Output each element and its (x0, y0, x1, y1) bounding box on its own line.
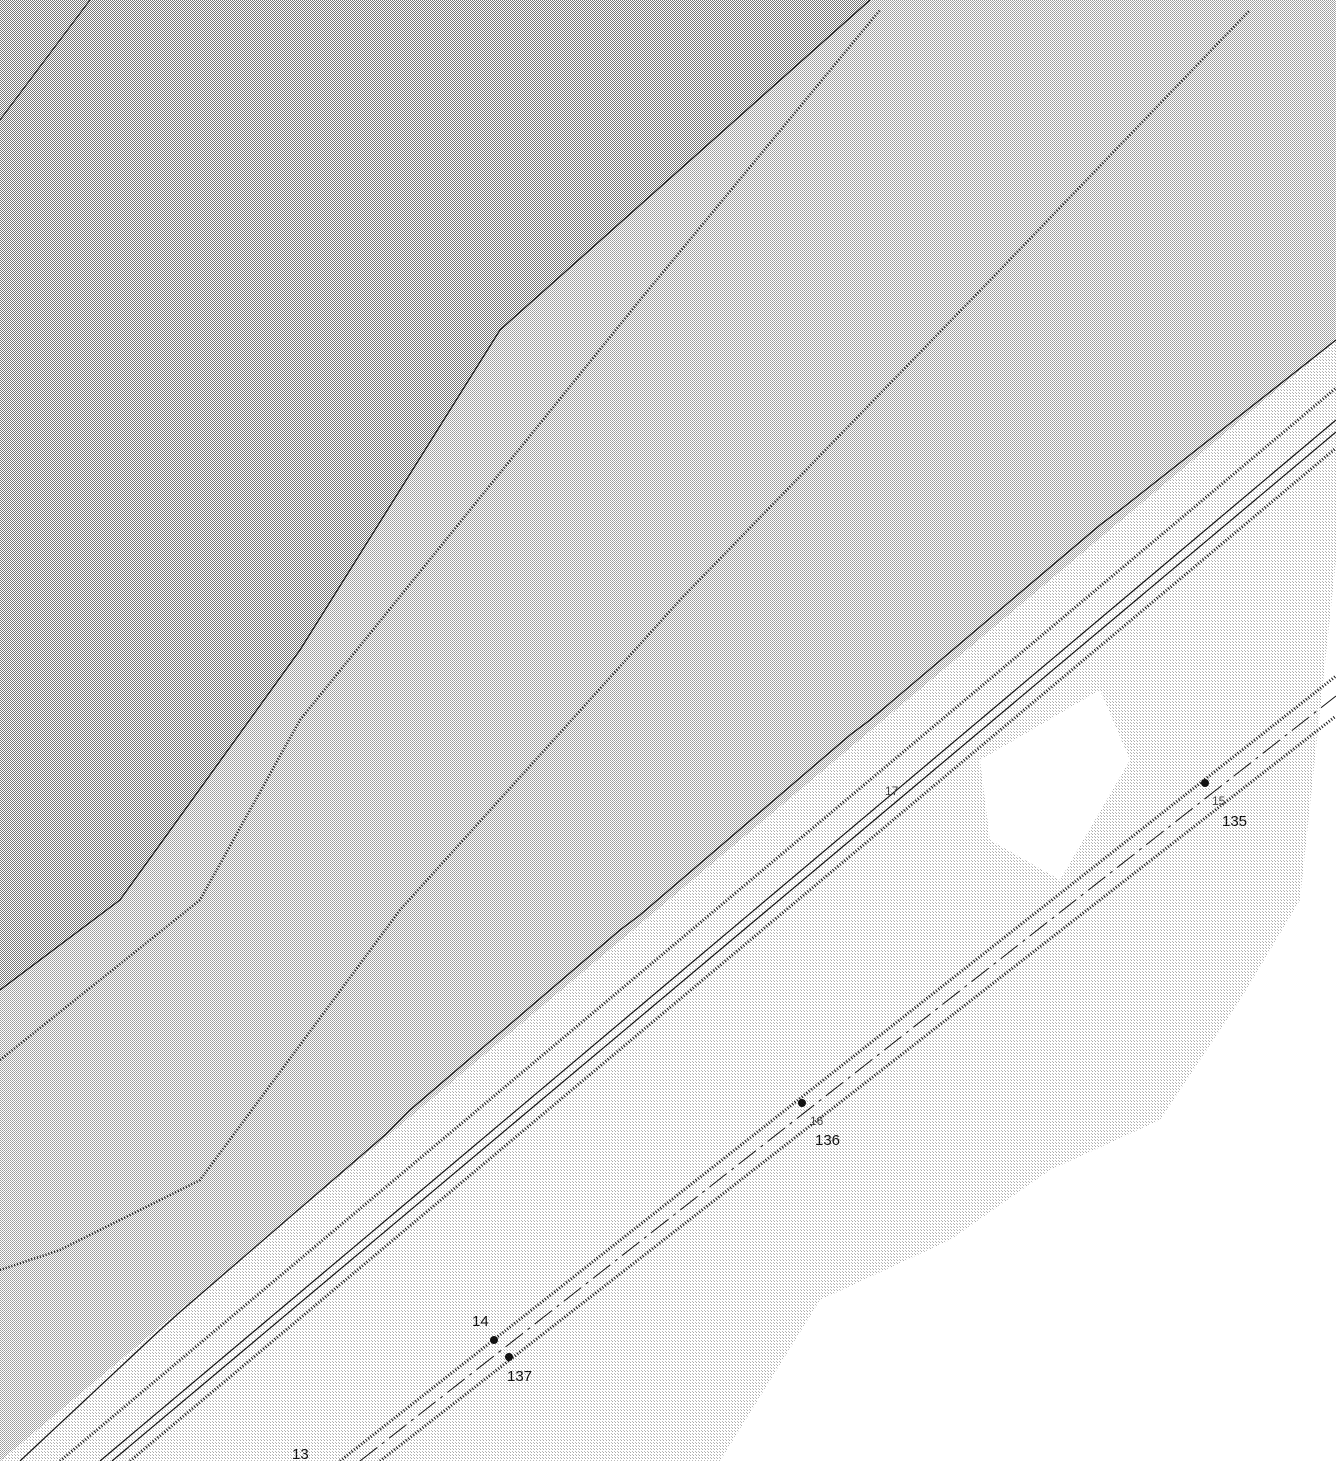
center-line (359, 695, 1336, 1461)
rail-hatch (339, 674, 1336, 1461)
point-label: 14 (472, 1313, 489, 1330)
dark-zone (0, 0, 870, 990)
point-label: 135 (1222, 813, 1247, 830)
boundary (0, 0, 871, 991)
road-edge (19, 339, 1336, 1461)
point-label: 13 (292, 1446, 309, 1461)
road-line (111, 431, 1336, 1461)
rail-hatch (59, 386, 1336, 1461)
rail-hatch (379, 714, 1336, 1461)
survey-point (798, 1099, 806, 1107)
point-label: 16 (810, 1114, 824, 1128)
white-zone (720, 560, 1336, 1461)
survey-point (490, 1336, 498, 1344)
point-label: 15 (1212, 794, 1226, 808)
fence (0, 9, 1251, 1272)
points (490, 779, 1209, 1361)
boundary (0, 0, 91, 121)
point-label: 17 (885, 784, 899, 798)
point-label: 136 (815, 1132, 840, 1149)
survey-point (505, 1353, 513, 1361)
fence (0, 9, 881, 1061)
road-line (99, 419, 1336, 1461)
point-label: 137 (507, 1368, 532, 1385)
white-patch (980, 690, 1130, 880)
survey-point (1201, 779, 1209, 787)
